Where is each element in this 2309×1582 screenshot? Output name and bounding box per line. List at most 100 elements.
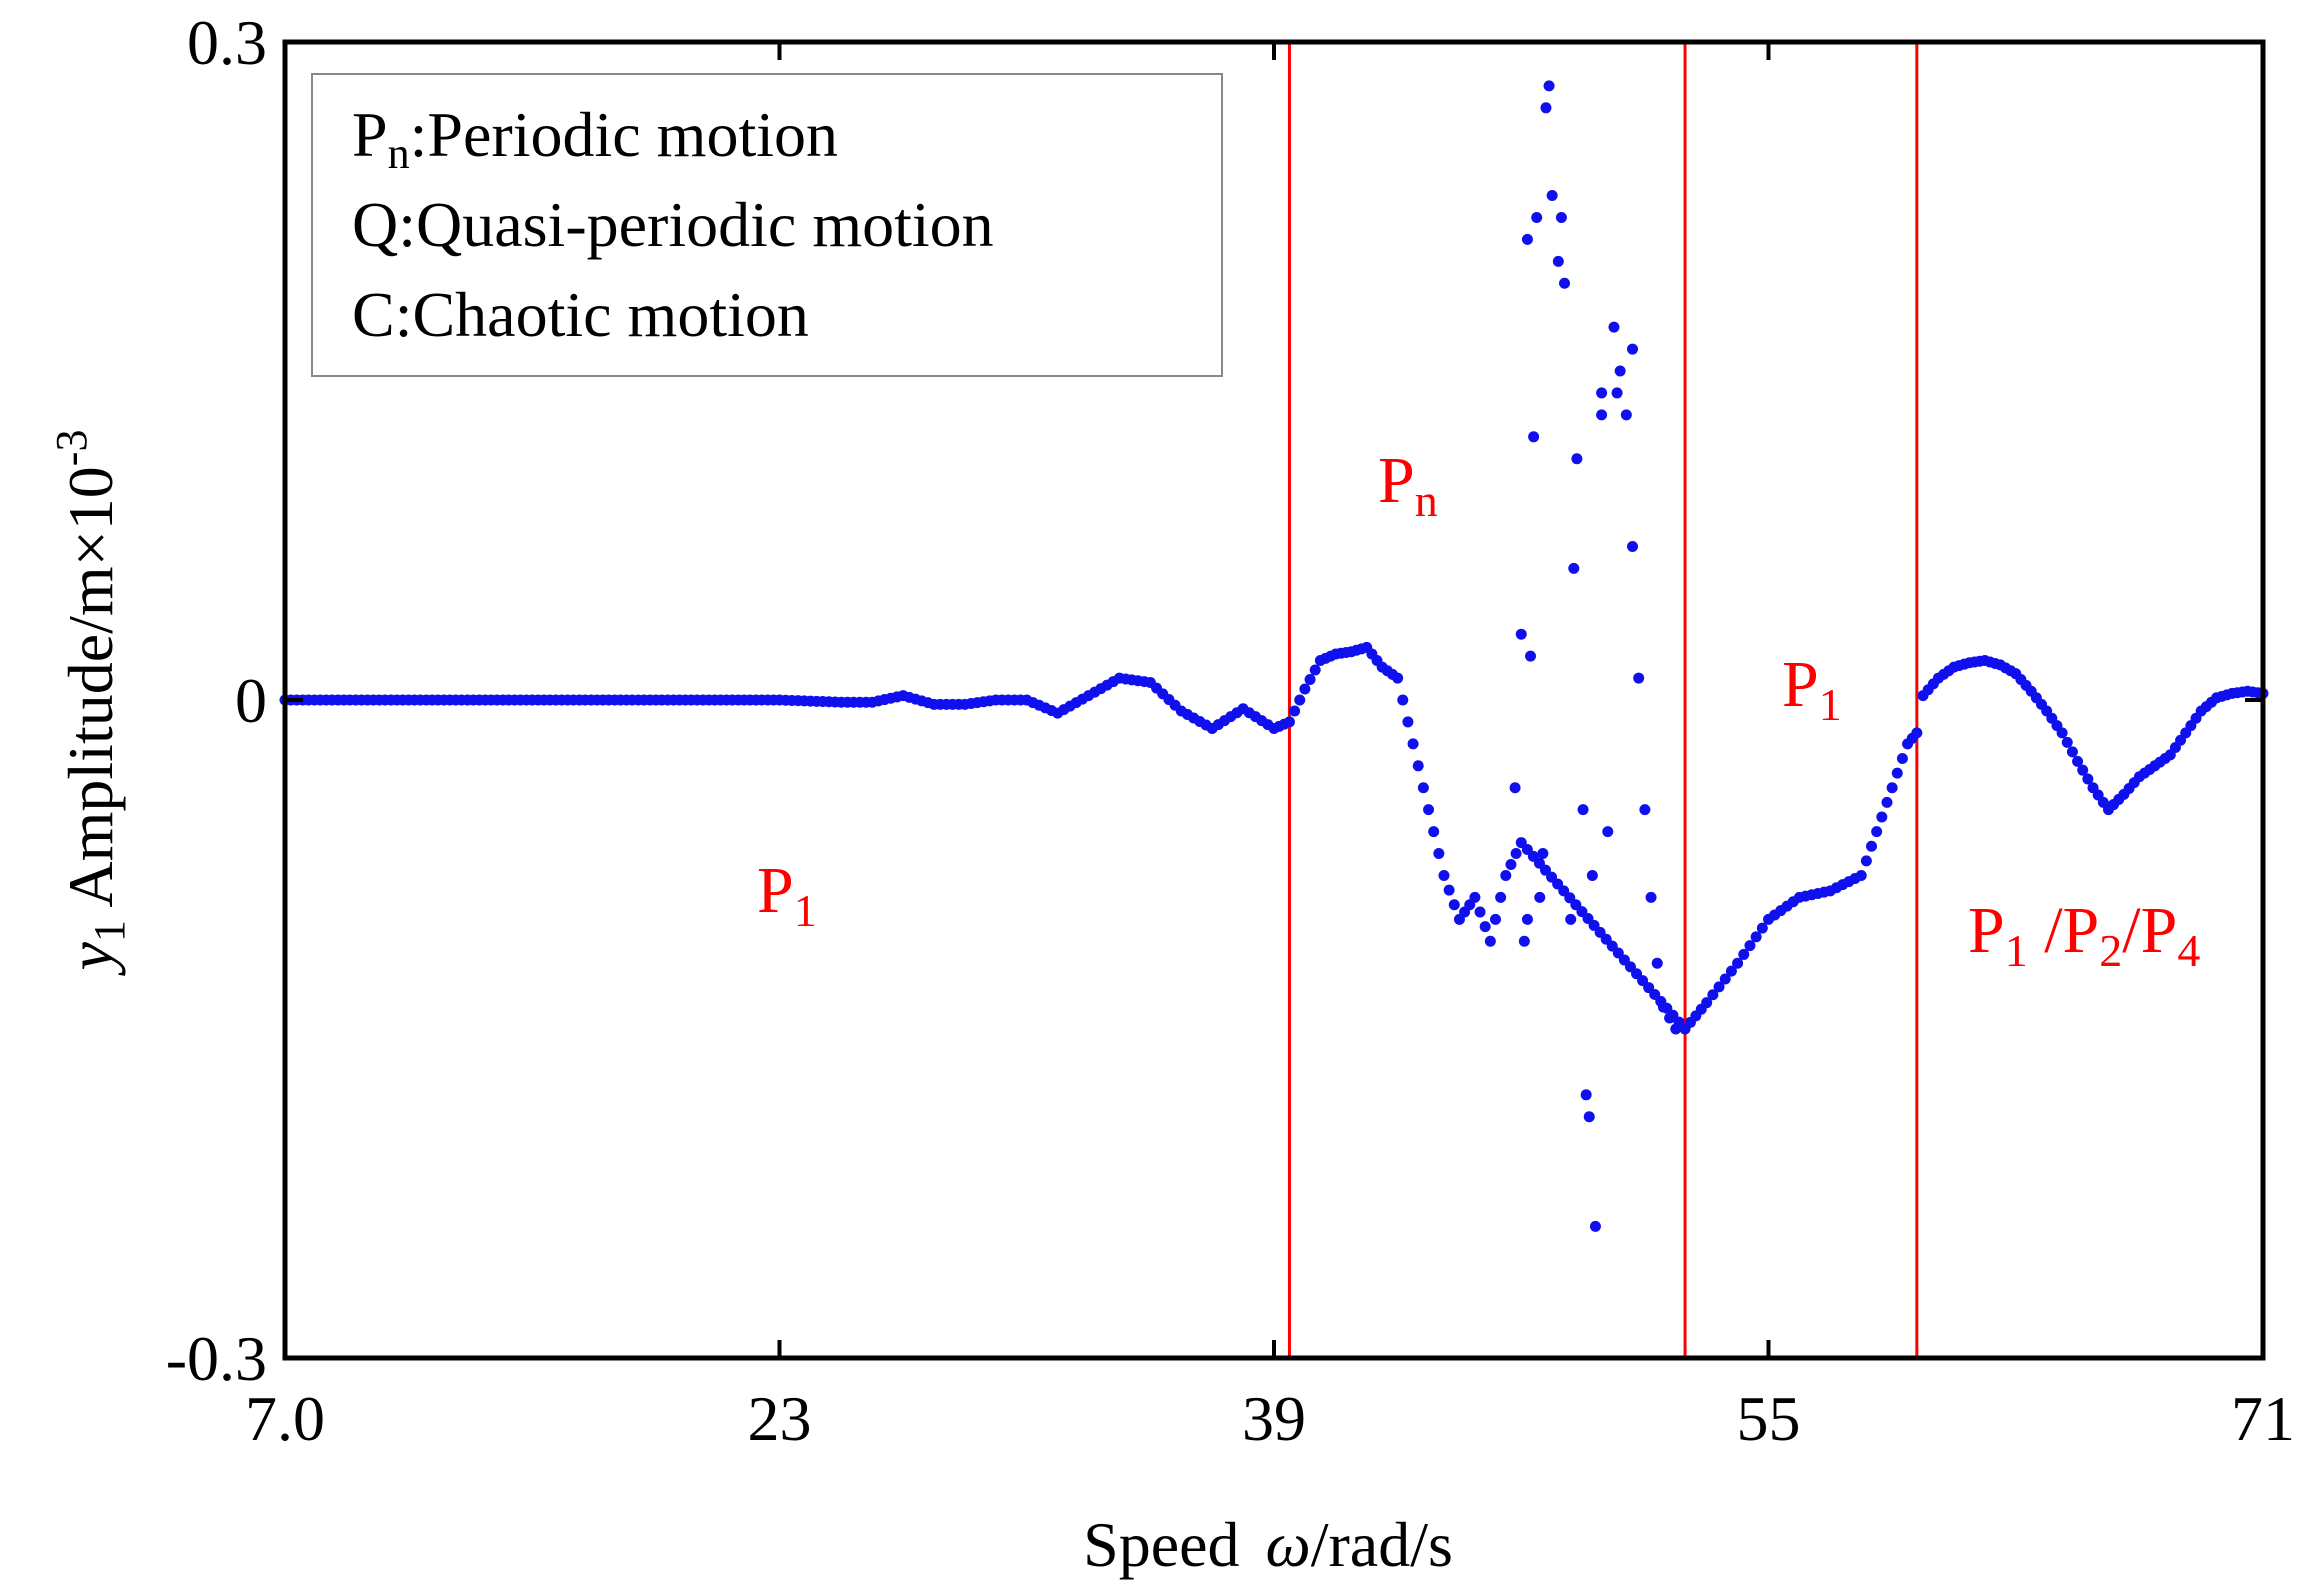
scatter-point: [1537, 848, 1549, 860]
scatter-point: [1531, 211, 1543, 223]
scatter-point: [1639, 804, 1651, 816]
scatter-point: [1515, 628, 1527, 640]
scatter-point: [1614, 365, 1626, 377]
curve-point: [1855, 869, 1867, 881]
curve-point: [1402, 716, 1414, 728]
scatter-point: [1521, 913, 1533, 925]
curve-point: [2061, 736, 2073, 748]
curve-point: [1876, 811, 1888, 823]
curve-point: [1510, 848, 1522, 860]
curve-point: [1412, 760, 1424, 772]
curve-point: [1707, 989, 1719, 1001]
curve-point: [1725, 965, 1737, 977]
legend-entry-periodic: Pn:Periodic motion: [352, 99, 838, 178]
scatter-point: [1596, 409, 1608, 421]
y-axis-label: y1 Amplitude/m×10-3: [47, 430, 134, 977]
curve-point: [1891, 767, 1903, 779]
x-tick-label: 39: [1242, 1383, 1306, 1454]
curve-point: [1744, 940, 1756, 952]
curve-point: [1484, 935, 1496, 947]
curve-point: [1896, 752, 1908, 764]
x-axis-label: Speed ω/rad/s: [1083, 1509, 1453, 1580]
axis-ticks: 7.0 23 39 55 71 -0.3 0 0.3: [166, 7, 2295, 1454]
curve-point: [1438, 869, 1450, 881]
scatter-point: [1633, 672, 1645, 684]
legend-box: [311, 73, 1223, 377]
curve-point: [1299, 683, 1311, 695]
scatter-point: [1571, 453, 1583, 465]
legend: Pn:Periodic motion Q:Quasi-periodic moti…: [311, 73, 1223, 377]
curve-point: [1886, 782, 1898, 794]
scatter-point: [1602, 826, 1614, 838]
scatter-point: [1589, 1220, 1601, 1232]
curve-point: [1881, 796, 1893, 808]
scatter-point: [1565, 913, 1577, 925]
curve-point: [1489, 913, 1501, 925]
region-label-p1-p2-p4: P1 /P2/P4: [1968, 894, 2200, 981]
legend-entry-chaotic: C:Chaotic motion: [352, 279, 809, 350]
scatter-point: [1525, 650, 1537, 662]
scatter-point: [1577, 804, 1589, 816]
scatter-point: [1645, 891, 1657, 903]
curve-point: [2066, 746, 2078, 758]
region-label-pn: Pn: [1378, 444, 1438, 526]
y-tick-label: 0: [235, 665, 267, 736]
curve-point: [1289, 705, 1301, 717]
scatter-point: [1664, 1012, 1676, 1024]
scatter-point: [1555, 211, 1567, 223]
scatter-point: [1540, 102, 1552, 114]
curve-point: [1397, 694, 1409, 706]
curve-point: [1474, 906, 1486, 918]
curve-point: [2072, 755, 2084, 767]
x-tick-label: 7.0: [245, 1383, 325, 1454]
curve-point: [1392, 672, 1404, 684]
x-tick-label: 23: [748, 1383, 812, 1454]
curve-point: [1428, 826, 1440, 838]
scatter-point: [1546, 190, 1558, 202]
curve-point: [1433, 848, 1445, 860]
curve-point: [1750, 931, 1762, 943]
curve-point: [1871, 826, 1883, 838]
curve-point: [1469, 891, 1481, 903]
y-tick-label: 0.3: [187, 7, 267, 78]
scatter-point: [1580, 1089, 1592, 1101]
x-tick-label: 55: [1737, 1383, 1801, 1454]
curve-point: [1738, 948, 1750, 960]
curve-point: [2077, 764, 2089, 776]
scatter-point: [1559, 277, 1571, 289]
scatter-point: [1611, 387, 1623, 399]
legend-entry-quasi-periodic: Q:Quasi-periodic motion: [352, 189, 994, 260]
curve-point: [1309, 664, 1321, 676]
curve-point: [1732, 957, 1744, 969]
curve-point: [1701, 997, 1713, 1009]
region-label-p1-left: P1: [757, 854, 817, 936]
curve-point: [1417, 782, 1429, 794]
y-tick-label: -0.3: [166, 1323, 267, 1394]
curve-point: [1866, 840, 1878, 852]
curve-point: [1407, 738, 1419, 750]
scatter-point: [1627, 540, 1639, 552]
scatter-point: [1518, 935, 1530, 947]
curve-point: [2056, 727, 2068, 739]
x-tick-label: 71: [2231, 1383, 2295, 1454]
curve-point: [1294, 694, 1306, 706]
curve-point: [1443, 884, 1455, 896]
curve-point: [1500, 869, 1512, 881]
curve-point: [1283, 716, 1295, 728]
curve-point: [1860, 855, 1872, 867]
scatter-point: [1568, 562, 1580, 574]
scatter-point: [1651, 957, 1663, 969]
scatter-point: [1583, 1111, 1595, 1123]
scatter-point: [1608, 321, 1620, 333]
region-boundaries: [1287, 42, 1919, 1358]
curve-point: [1304, 674, 1316, 686]
curve-point: [1911, 727, 1923, 739]
scatter-point: [1552, 255, 1564, 267]
curve-point: [1719, 973, 1731, 985]
scatter-point: [1509, 782, 1521, 794]
curve-point: [1423, 804, 1435, 816]
scatter-point: [1620, 409, 1632, 421]
curve-point: [2082, 773, 2094, 785]
scatter-point: [1586, 869, 1598, 881]
curve-point: [1479, 921, 1491, 933]
